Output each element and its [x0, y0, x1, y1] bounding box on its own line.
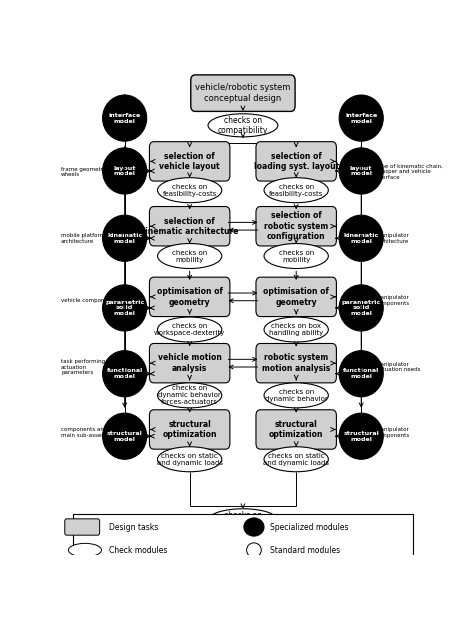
- FancyBboxPatch shape: [65, 519, 100, 535]
- Ellipse shape: [339, 148, 383, 194]
- FancyBboxPatch shape: [149, 207, 230, 246]
- Text: vehicle/robotic system
conceptual design: vehicle/robotic system conceptual design: [195, 84, 291, 103]
- Text: checks on
compatibility: checks on compatibility: [218, 115, 268, 135]
- Text: kinematic
model: kinematic model: [107, 233, 142, 243]
- Ellipse shape: [102, 285, 146, 331]
- Text: frame geometry
wheels: frame geometry wheels: [61, 167, 106, 177]
- Ellipse shape: [339, 95, 383, 141]
- Ellipse shape: [264, 178, 328, 203]
- Text: parametric
solid
model: parametric solid model: [105, 300, 144, 316]
- Ellipse shape: [339, 351, 383, 397]
- Text: Check modules: Check modules: [109, 545, 167, 555]
- Text: optimisation of
geometry: optimisation of geometry: [263, 287, 329, 306]
- Ellipse shape: [208, 114, 278, 137]
- Ellipse shape: [264, 383, 328, 408]
- Text: layout
model: layout model: [350, 165, 373, 177]
- Ellipse shape: [339, 413, 383, 459]
- Text: checks on
mobility: checks on mobility: [172, 250, 207, 263]
- Ellipse shape: [157, 243, 222, 268]
- Text: interface
model: interface model: [109, 113, 141, 124]
- Text: Design tasks: Design tasks: [109, 522, 158, 532]
- Ellipse shape: [339, 215, 383, 261]
- Text: structural
model: structural model: [343, 431, 379, 442]
- Ellipse shape: [244, 518, 264, 536]
- Text: checks on
dynamic behavior: checks on dynamic behavior: [265, 389, 328, 402]
- Text: checks on box
handling ability: checks on box handling ability: [269, 323, 323, 336]
- Text: checks on
workspace-dexterity: checks on workspace-dexterity: [154, 323, 225, 336]
- Text: parametric
solid
model: parametric solid model: [342, 300, 381, 316]
- Ellipse shape: [102, 351, 146, 397]
- Ellipse shape: [157, 317, 222, 342]
- Text: checks on
compatibility: checks on compatibility: [218, 510, 268, 530]
- Text: structural
optimization: structural optimization: [269, 420, 323, 439]
- Text: type of kinematic chain,
grasper and vehicle
interface: type of kinematic chain, grasper and veh…: [376, 163, 443, 180]
- Ellipse shape: [68, 544, 101, 557]
- Ellipse shape: [246, 543, 261, 557]
- Ellipse shape: [264, 447, 328, 472]
- Text: functional
model: functional model: [343, 368, 379, 379]
- Ellipse shape: [157, 447, 222, 472]
- Text: Specialized modules: Specialized modules: [271, 522, 349, 532]
- FancyBboxPatch shape: [256, 277, 337, 316]
- Text: vehicle components: vehicle components: [61, 298, 117, 303]
- Text: checks on static
and dynamic loads: checks on static and dynamic loads: [157, 453, 223, 466]
- Text: optimisation of
geometry: optimisation of geometry: [157, 287, 223, 306]
- Text: components and
main sub-assemblies: components and main sub-assemblies: [61, 427, 119, 438]
- Ellipse shape: [264, 243, 328, 268]
- FancyBboxPatch shape: [149, 142, 230, 181]
- Text: mobile platform
architecture: mobile platform architecture: [61, 233, 105, 243]
- Ellipse shape: [102, 413, 146, 459]
- Text: checks on
feasibility-costs: checks on feasibility-costs: [269, 183, 323, 197]
- Ellipse shape: [157, 383, 222, 408]
- Text: structural
optimization: structural optimization: [163, 420, 217, 439]
- FancyBboxPatch shape: [256, 410, 337, 449]
- Text: structural
model: structural model: [107, 431, 143, 442]
- Text: layout
model: layout model: [113, 165, 136, 177]
- Text: manipulator
components: manipulator components: [376, 295, 410, 306]
- Text: robotic system
motion analysis: robotic system motion analysis: [262, 353, 330, 373]
- Text: manipulator
components: manipulator components: [376, 427, 410, 438]
- FancyBboxPatch shape: [191, 75, 295, 112]
- Text: kinematic
model: kinematic model: [344, 233, 379, 243]
- FancyBboxPatch shape: [149, 343, 230, 383]
- FancyBboxPatch shape: [256, 343, 337, 383]
- Text: checks on
feasibility-costs: checks on feasibility-costs: [163, 183, 217, 197]
- Text: selection of
robotic system
configuration: selection of robotic system configuratio…: [264, 212, 328, 241]
- Ellipse shape: [208, 509, 278, 532]
- FancyBboxPatch shape: [73, 514, 413, 563]
- Ellipse shape: [102, 215, 146, 261]
- Text: checks on
dynamic behavior
forces-actuators: checks on dynamic behavior forces-actuat…: [158, 386, 221, 406]
- Ellipse shape: [264, 317, 328, 342]
- Text: interface
model: interface model: [345, 113, 377, 124]
- FancyBboxPatch shape: [256, 207, 337, 246]
- Text: functional
model: functional model: [107, 368, 143, 379]
- Text: checks on static
and dynamic loads: checks on static and dynamic loads: [263, 453, 329, 466]
- FancyBboxPatch shape: [149, 277, 230, 316]
- Text: selection of
loading syst. layout: selection of loading syst. layout: [254, 152, 339, 171]
- Ellipse shape: [102, 95, 146, 141]
- Text: checks on
mobility: checks on mobility: [279, 250, 314, 263]
- Text: selection of
kinematic architecture: selection of kinematic architecture: [140, 217, 239, 236]
- Text: task performing
actuation
parameters: task performing actuation parameters: [61, 359, 105, 375]
- Text: Standard modules: Standard modules: [271, 545, 341, 555]
- Text: manipulator
actuation needs: manipulator actuation needs: [376, 362, 420, 373]
- Text: vehicle motion
analysis: vehicle motion analysis: [158, 353, 222, 373]
- Text: manipulator
architecture: manipulator architecture: [376, 233, 410, 243]
- Ellipse shape: [102, 148, 146, 194]
- Text: selection of
vehicle layout: selection of vehicle layout: [159, 152, 220, 171]
- Ellipse shape: [339, 285, 383, 331]
- FancyBboxPatch shape: [256, 142, 337, 181]
- FancyBboxPatch shape: [149, 410, 230, 449]
- Ellipse shape: [157, 178, 222, 203]
